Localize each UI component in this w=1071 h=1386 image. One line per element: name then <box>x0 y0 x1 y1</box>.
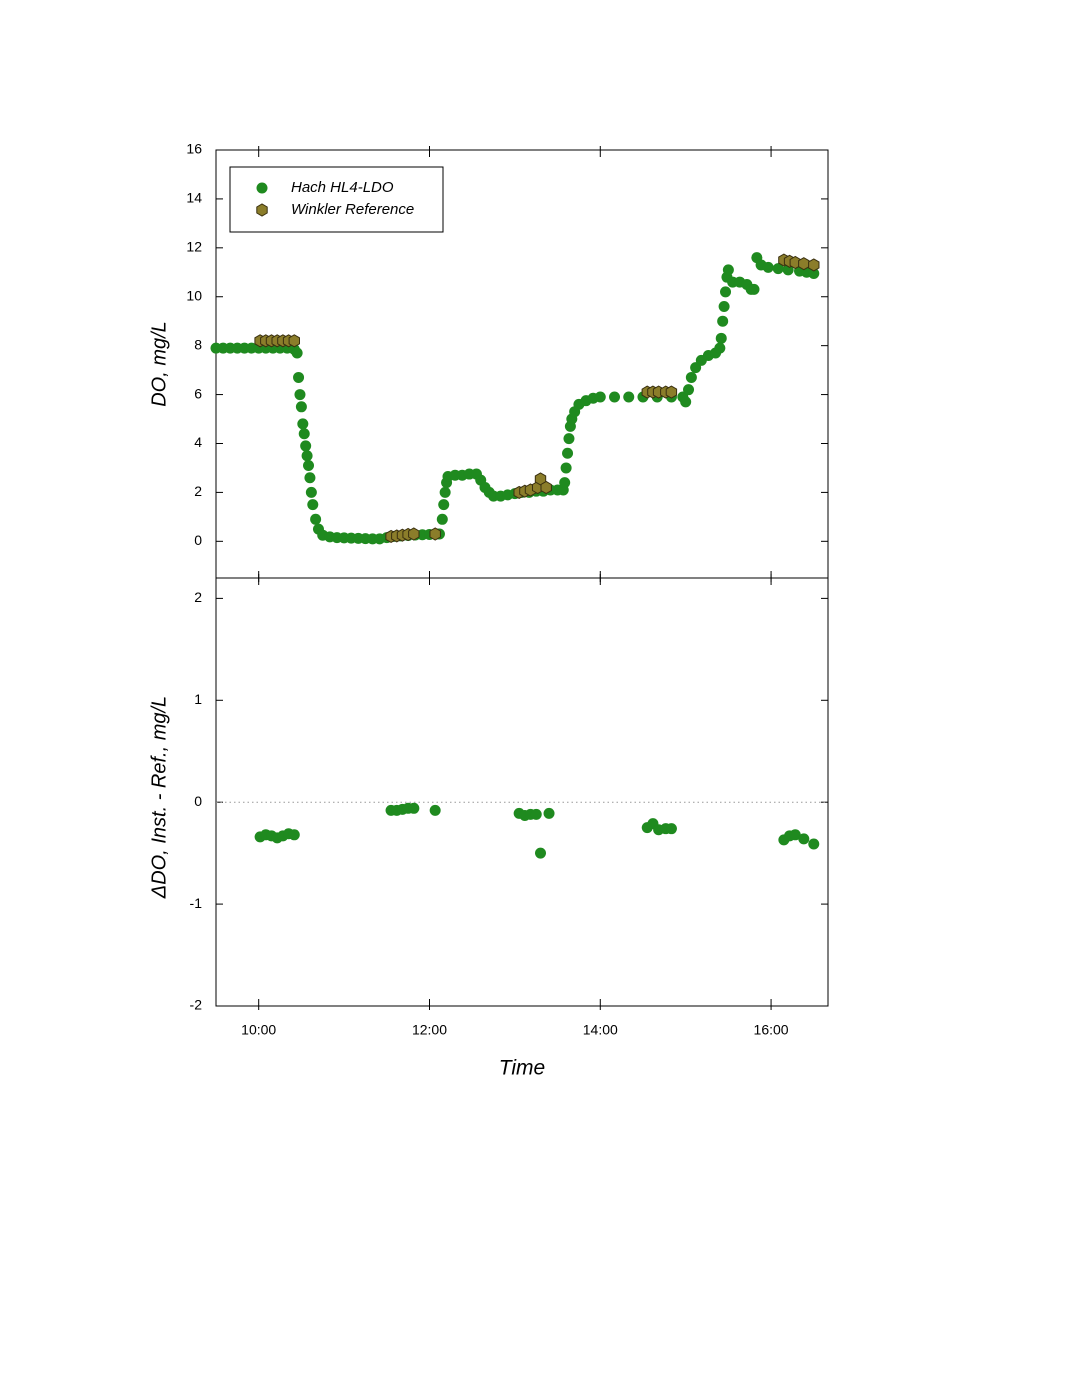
y-tick-label: 0 <box>194 793 202 809</box>
y-tick-label: 1 <box>194 691 202 707</box>
y-tick-label: 4 <box>194 434 202 450</box>
data-point <box>748 283 760 295</box>
data-point <box>594 391 606 403</box>
y-tick-label: 2 <box>194 589 202 605</box>
data-point <box>429 804 441 816</box>
data-point <box>772 263 784 275</box>
data-point <box>310 513 322 525</box>
data-point <box>562 447 574 459</box>
winkler-point <box>429 527 441 541</box>
data-point <box>307 499 319 511</box>
data-point <box>408 802 420 814</box>
data-point <box>439 486 451 498</box>
data-point <box>789 829 801 841</box>
x-tick-label: 16:00 <box>754 1022 789 1038</box>
data-point <box>714 342 726 354</box>
y-tick-label: -2 <box>190 997 203 1013</box>
y-tick-label: 0 <box>194 532 202 548</box>
data-point <box>298 428 310 440</box>
data-point <box>300 440 312 452</box>
data-point <box>609 391 621 403</box>
x-tick-label: 10:00 <box>241 1022 276 1038</box>
data-point <box>438 499 450 511</box>
y-tick-label: 14 <box>186 190 202 206</box>
y-tick-label: -1 <box>190 895 203 911</box>
data-point <box>762 261 774 273</box>
data-point <box>256 182 268 194</box>
data-point <box>563 433 575 445</box>
data-point <box>293 371 305 383</box>
winkler-point <box>540 480 552 495</box>
data-point <box>683 384 695 396</box>
winkler-point <box>808 258 820 272</box>
winkler-point <box>408 527 420 541</box>
data-point <box>718 301 730 313</box>
legend-box <box>229 166 444 233</box>
data-point <box>543 807 555 819</box>
data-point <box>560 462 572 474</box>
x-tick-label: 12:00 <box>412 1022 447 1038</box>
winkler-point <box>256 203 268 217</box>
data-point <box>304 472 316 484</box>
data-point <box>623 391 635 403</box>
data-point <box>798 833 810 845</box>
y-tick-label: 2 <box>194 483 202 499</box>
data-point <box>288 829 300 841</box>
data-point <box>305 486 317 498</box>
data-point <box>685 371 697 383</box>
data-point <box>291 347 303 359</box>
data-point <box>717 315 729 327</box>
data-point <box>722 264 734 276</box>
x-tick-label: 14:00 <box>583 1022 618 1038</box>
data-point <box>808 268 820 280</box>
data-point <box>301 450 313 462</box>
data-point <box>559 477 571 489</box>
y-axis-label: DO, mg/L <box>148 321 170 407</box>
data-point <box>297 418 309 430</box>
winkler-point <box>665 385 678 399</box>
data-point <box>715 332 727 344</box>
data-point <box>436 513 448 525</box>
winkler-point <box>288 334 300 348</box>
y-tick-label: 10 <box>186 287 202 303</box>
data-point <box>530 808 542 820</box>
data-point <box>535 847 547 859</box>
data-point <box>303 459 315 471</box>
legend-label: Winkler Reference <box>291 201 414 218</box>
legend-label: Hach HL4-LDO <box>291 179 394 196</box>
data-point <box>808 838 820 850</box>
y-tick-label: 8 <box>194 336 202 352</box>
winkler-point <box>798 257 810 271</box>
y-axis-label: ΔDO, Inst. - Ref., mg/L <box>148 696 170 899</box>
data-point <box>680 396 692 408</box>
data-point <box>294 389 306 401</box>
x-axis-label: Time <box>499 1057 545 1080</box>
y-tick-label: 12 <box>186 239 202 255</box>
y-tick-label: 6 <box>194 385 202 401</box>
y-tick-label: 16 <box>186 141 202 157</box>
data-point <box>295 401 307 413</box>
data-point <box>720 286 732 298</box>
data-point <box>665 823 677 835</box>
